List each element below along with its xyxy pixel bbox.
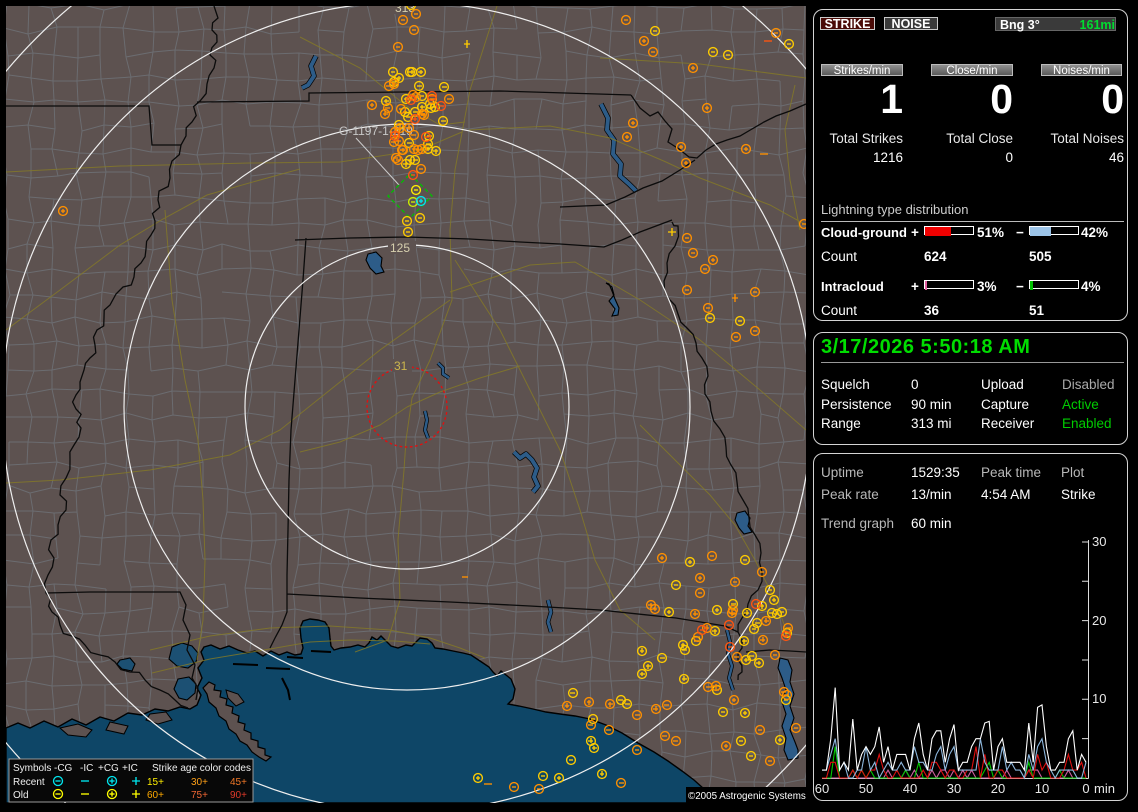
svg-text:30: 30 <box>947 781 961 796</box>
svg-text:313: 313 <box>395 1 415 15</box>
svg-text:30: 30 <box>1092 534 1106 549</box>
svg-text:10: 10 <box>1035 781 1049 796</box>
svg-text:Symbols: Symbols <box>13 763 51 774</box>
svg-text:60+: 60+ <box>147 790 164 801</box>
svg-text:30+: 30+ <box>191 777 208 788</box>
svg-text:+IC: +IC <box>122 763 138 774</box>
svg-text:Old: Old <box>13 790 29 801</box>
svg-text:20: 20 <box>1092 613 1106 628</box>
svg-text:0: 0 <box>1082 781 1089 796</box>
svg-text:60: 60 <box>815 781 829 796</box>
svg-text:45+: 45+ <box>230 777 247 788</box>
svg-text:15+: 15+ <box>147 777 164 788</box>
svg-text:50: 50 <box>859 781 873 796</box>
svg-text:-IC: -IC <box>80 763 93 774</box>
svg-text:125: 125 <box>390 241 410 255</box>
svg-text:Strike age color codes: Strike age color codes <box>152 763 251 774</box>
svg-text:90+: 90+ <box>230 790 247 801</box>
svg-text:©2005 Astrogenic Systems: ©2005 Astrogenic Systems <box>688 791 806 802</box>
svg-text:31: 31 <box>394 359 408 373</box>
svg-text:10: 10 <box>1092 691 1106 706</box>
svg-text:75+: 75+ <box>191 790 208 801</box>
svg-text:40: 40 <box>903 781 917 796</box>
svg-text:-CG: -CG <box>54 763 73 774</box>
svg-text:+CG: +CG <box>98 763 119 774</box>
svg-text:20: 20 <box>991 781 1005 796</box>
svg-text:min: min <box>1094 781 1115 796</box>
svg-text:Recent: Recent <box>13 777 45 788</box>
